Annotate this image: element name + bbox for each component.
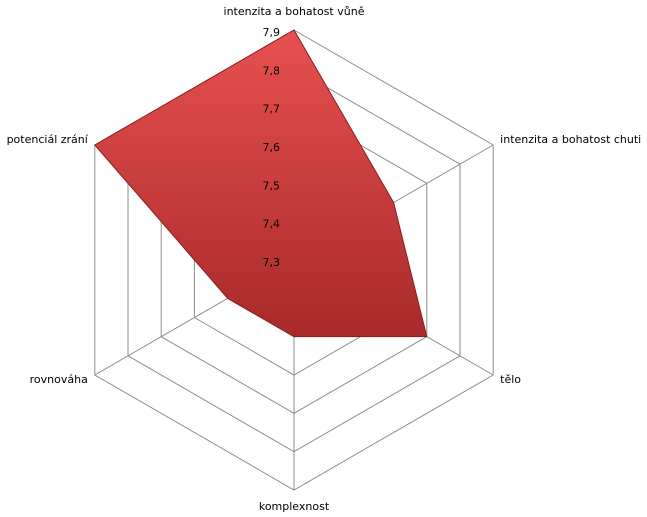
category-label: intenzita a bohatost vůně [224,5,365,18]
r-tick-label: 7,7 [263,103,281,116]
r-tick-label: 7,4 [263,218,281,231]
r-tick-label: 7,9 [263,26,281,39]
r-tick-label: 7,5 [263,179,281,192]
category-label: potenciál zrání [7,133,89,146]
category-label: tělo [500,373,521,386]
category-label: intenzita a bohatost chuti [500,133,641,146]
category-label: rovnováha [30,373,88,386]
r-tick-label: 7,3 [263,256,281,269]
r-tick-label: 7,6 [263,141,281,154]
category-label: komplexnost [259,500,330,513]
r-tick-label: 7,8 [263,64,281,77]
data-area [94,29,428,338]
